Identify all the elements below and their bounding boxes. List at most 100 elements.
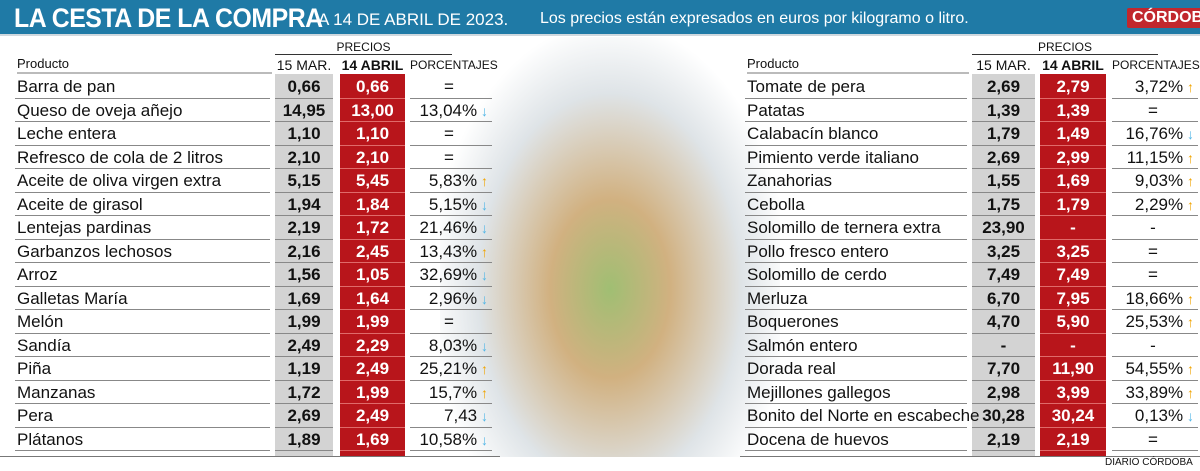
left-product-header: Producto xyxy=(17,56,272,74)
product-name: Pollo fresco entero xyxy=(745,240,967,263)
product-name: Melón xyxy=(15,310,270,334)
arrow-down-icon: ↓ xyxy=(1183,126,1194,142)
pct-change: = xyxy=(410,122,492,146)
table-row: Barra de pan 0,66 0,66 = xyxy=(0,75,1200,99)
pct-change: 25,21% ↑ xyxy=(410,357,492,381)
curr-price: - xyxy=(1040,334,1106,357)
product-name: Plátanos xyxy=(15,428,270,451)
table-row: Merluza 6,70 7,95 18,66% ↑ xyxy=(0,287,1200,310)
product-name: Lentejas pardinas xyxy=(15,216,270,240)
curr-price: 1,84 xyxy=(340,193,405,216)
curr-price: 2,99 xyxy=(1040,146,1106,169)
left-prices-header: PRECIOS xyxy=(275,40,452,55)
table-row: Piña 1,19 2,49 25,21% ↑ xyxy=(0,357,1200,381)
pct-change: 21,46% ↓ xyxy=(410,216,492,240)
prev-price: 6,70 xyxy=(972,287,1035,310)
pct-change: 7,43 ↓ xyxy=(410,404,492,428)
curr-price: 1,72 xyxy=(340,216,405,240)
table-row: Solomillo de cerdo 7,49 7,49 = xyxy=(0,263,1200,287)
left-prev-column xyxy=(275,74,333,456)
prev-price: 1,99 xyxy=(275,310,333,334)
source-credit: DIARIO CÓRDOBA xyxy=(1105,457,1193,468)
arrow-up-icon: ↑ xyxy=(477,173,488,189)
pct-change: 15,7% ↑ xyxy=(410,381,492,404)
arrow-down-icon: ↓ xyxy=(477,267,488,283)
product-name: Bonito del Norte en escabeche xyxy=(745,404,980,428)
page-title: LA CESTA DE LA COMPRA xyxy=(14,3,323,33)
curr-price: 1,79 xyxy=(1040,193,1106,216)
right-curr-header: 14 ABRIL xyxy=(1042,57,1104,73)
pct-value: 32,69% xyxy=(419,265,478,284)
date-label: A 14 DE ABRIL DE 2023. xyxy=(318,10,509,29)
pct-change: = xyxy=(1112,240,1198,263)
arrow-down-icon: ↓ xyxy=(477,337,488,354)
left-table-frame xyxy=(0,37,500,457)
pct-change: 18,66% ↑ xyxy=(1112,287,1198,310)
pct-change: 0,13% ↓ xyxy=(1112,404,1198,428)
pct-change: 5,15% ↓ xyxy=(410,193,492,216)
curr-price: 13,00 xyxy=(340,99,405,122)
arrow-down-icon: ↓ xyxy=(477,290,488,307)
pct-change: = xyxy=(1112,263,1198,287)
arrow-up-icon: ↑ xyxy=(1183,196,1194,213)
table-row: Calabacín blanco 1,79 1,49 16,76% ↓ xyxy=(0,122,1200,146)
pct-value: - xyxy=(1150,218,1156,237)
table-row: Zanahorias 1,55 1,69 9,03% ↑ xyxy=(0,169,1200,193)
right-prev-header: 15 MAR. xyxy=(976,57,1031,73)
table-row: Tomate de pera 2,69 2,79 3,72% ↑ xyxy=(0,75,1200,99)
table-row: Melón 1,99 1,99 = xyxy=(0,310,1200,334)
pct-value: = xyxy=(444,147,454,167)
curr-price: 1,05 xyxy=(340,263,405,287)
arrow-up-icon: ↑ xyxy=(1183,79,1194,95)
prev-price: 1,89 xyxy=(275,428,333,451)
arrow-down-icon: ↓ xyxy=(1183,408,1194,424)
prev-price: 1,56 xyxy=(275,263,333,287)
product-name: Mejillones gallegos xyxy=(745,381,967,404)
arrow-down-icon: ↓ xyxy=(477,102,488,119)
arrow-up-icon: ↑ xyxy=(1183,290,1194,307)
table-row: Lentejas pardinas 2,19 1,72 21,46% ↓ xyxy=(0,216,1200,240)
pct-value: 54,55% xyxy=(1125,359,1184,378)
curr-price: 2,10 xyxy=(340,146,405,169)
pct-value: 0,13% xyxy=(1134,406,1184,425)
pct-change: 13,43% ↑ xyxy=(410,240,492,263)
curr-price: 1,99 xyxy=(340,381,405,404)
units-note: Los precios están expresados en euros po… xyxy=(540,10,969,27)
product-name: Manzanas xyxy=(15,381,270,404)
product-name: Zanahorias xyxy=(745,169,967,193)
pct-change: = xyxy=(1112,99,1198,122)
prev-price: - xyxy=(972,334,1035,357)
prev-price: 2,98 xyxy=(972,381,1035,404)
pct-value: 2,96% xyxy=(428,288,478,308)
pct-change: 2,29% ↑ xyxy=(1112,193,1198,216)
arrow-up-icon: ↑ xyxy=(1183,384,1194,401)
arrow-up-icon: ↑ xyxy=(477,384,488,401)
product-name: Aceite de girasol xyxy=(15,193,270,216)
curr-price: 7,49 xyxy=(1040,263,1106,287)
product-name: Aceite de oliva virgen extra xyxy=(15,169,270,193)
prev-price: 2,69 xyxy=(972,75,1035,99)
product-name: Pimiento verde italiano xyxy=(745,146,967,169)
brand-logo: CÓRDOBA xyxy=(1127,8,1200,28)
prev-price: 2,69 xyxy=(972,146,1035,169)
right-prices-header: PRECIOS xyxy=(972,40,1158,55)
header-bar: LA CESTA DE LA COMPRA A 14 DE ABRIL DE 2… xyxy=(0,0,1200,36)
prev-price: 14,95 xyxy=(275,99,333,122)
prev-price: 0,66 xyxy=(275,75,333,99)
prev-price: 1,72 xyxy=(275,381,333,404)
arrow-down-icon: ↓ xyxy=(477,431,488,448)
prev-price: 23,90 xyxy=(972,216,1035,240)
pct-value: = xyxy=(1148,241,1158,261)
product-name: Merluza xyxy=(745,287,967,310)
curr-price: 5,90 xyxy=(1040,310,1106,334)
product-name: Barra de pan xyxy=(15,75,270,99)
product-name: Dorada real xyxy=(745,357,967,381)
pct-change: 5,83% ↑ xyxy=(410,169,492,193)
prev-price: 5,15 xyxy=(275,169,333,193)
curr-price: 2,49 xyxy=(340,404,405,428)
pct-change: - xyxy=(1112,334,1198,357)
pct-value: = xyxy=(1148,265,1158,284)
pct-value: 5,15% xyxy=(428,194,478,214)
product-name: Leche entera xyxy=(15,122,270,146)
product-name: Salmón entero xyxy=(745,334,967,357)
